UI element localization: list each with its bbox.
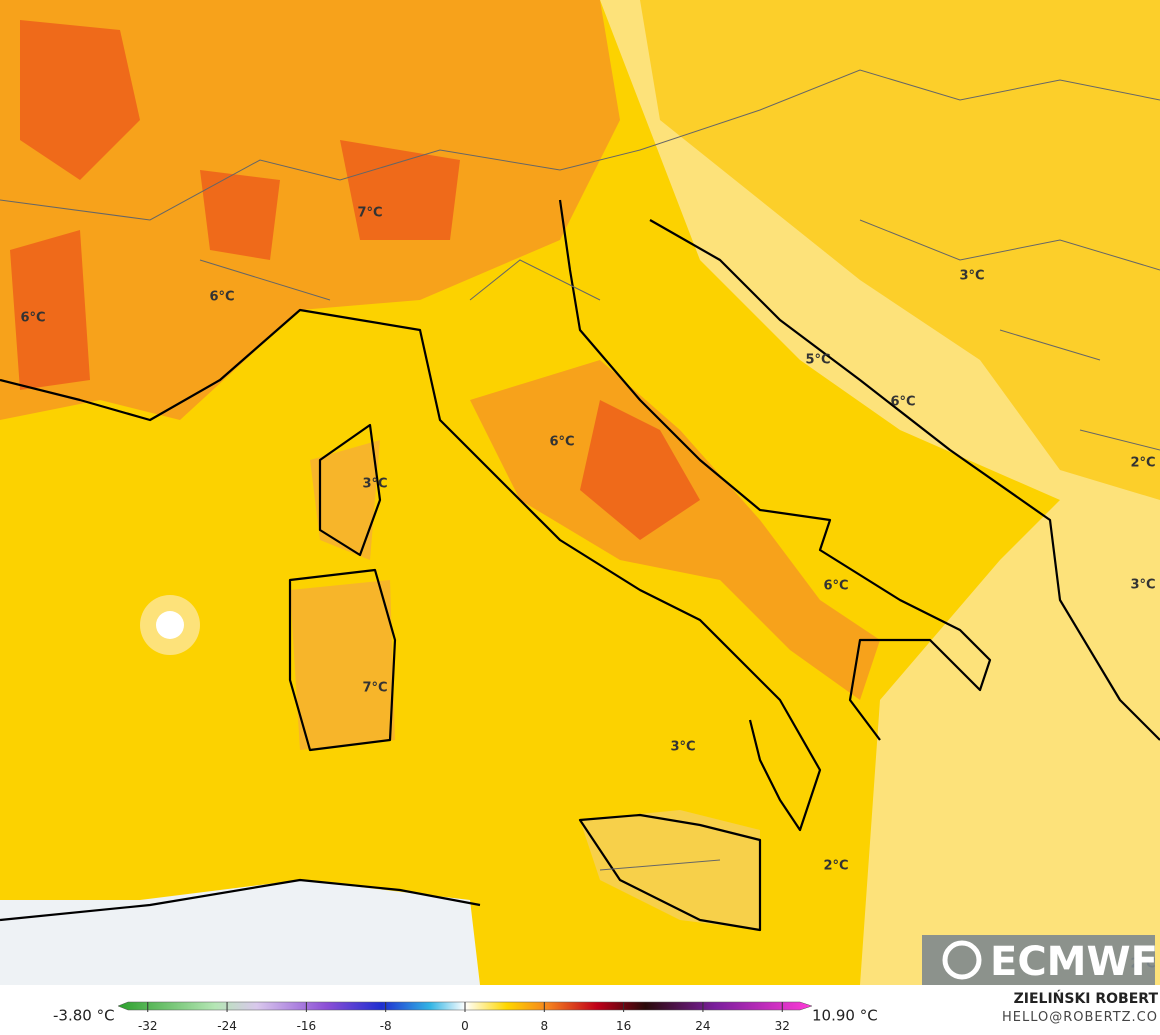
logo: ECMWF [922,935,1158,985]
temperature-label: 3°C [1130,578,1155,593]
legend-tick-label: 0 [461,1019,469,1033]
legend-tick-label: -16 [297,1019,317,1033]
temperature-label: 6°C [823,579,848,594]
temperature-label: 6°C [20,311,45,326]
temperature-label: 6°C [209,290,234,305]
legend-tick-label: 16 [616,1019,631,1033]
legend-tick-label: 8 [540,1019,548,1033]
temperature-label: 7°C [357,206,382,221]
temperature-label: 3°C [362,477,387,492]
contact: HELLO@ROBERTZ.CO [1002,1010,1158,1025]
temperature-label: 2°C [823,859,848,874]
legend-tick-label: -8 [380,1019,392,1033]
legend-tick-label: -32 [138,1019,158,1033]
color-legend: -3.80 °C 10.90 °C -32 -24 -16 -8 0 8 16 24 32 [53,1001,878,1033]
temperature-label: 6°C [890,395,915,410]
logo-text: ECMWF [990,939,1158,985]
temperature-label: 3°C [959,269,984,284]
legend-tick-label: 24 [695,1019,710,1033]
legend-max: 10.90 °C [812,1007,878,1025]
temperature-label: 2°C [1130,456,1155,471]
temperature-label: 7°C [362,681,387,696]
author: ZIELIŃSKI ROBERT [1014,989,1159,1007]
temperature-label: 3°C [670,740,695,755]
legend-tick-label: 32 [775,1019,790,1033]
legend-min: -3.80 °C [53,1007,115,1025]
legend-tick-label: -24 [217,1019,237,1033]
map [0,0,1160,985]
temperature-label: 6°C [549,435,574,450]
temperature-label: 5°C [805,353,830,368]
